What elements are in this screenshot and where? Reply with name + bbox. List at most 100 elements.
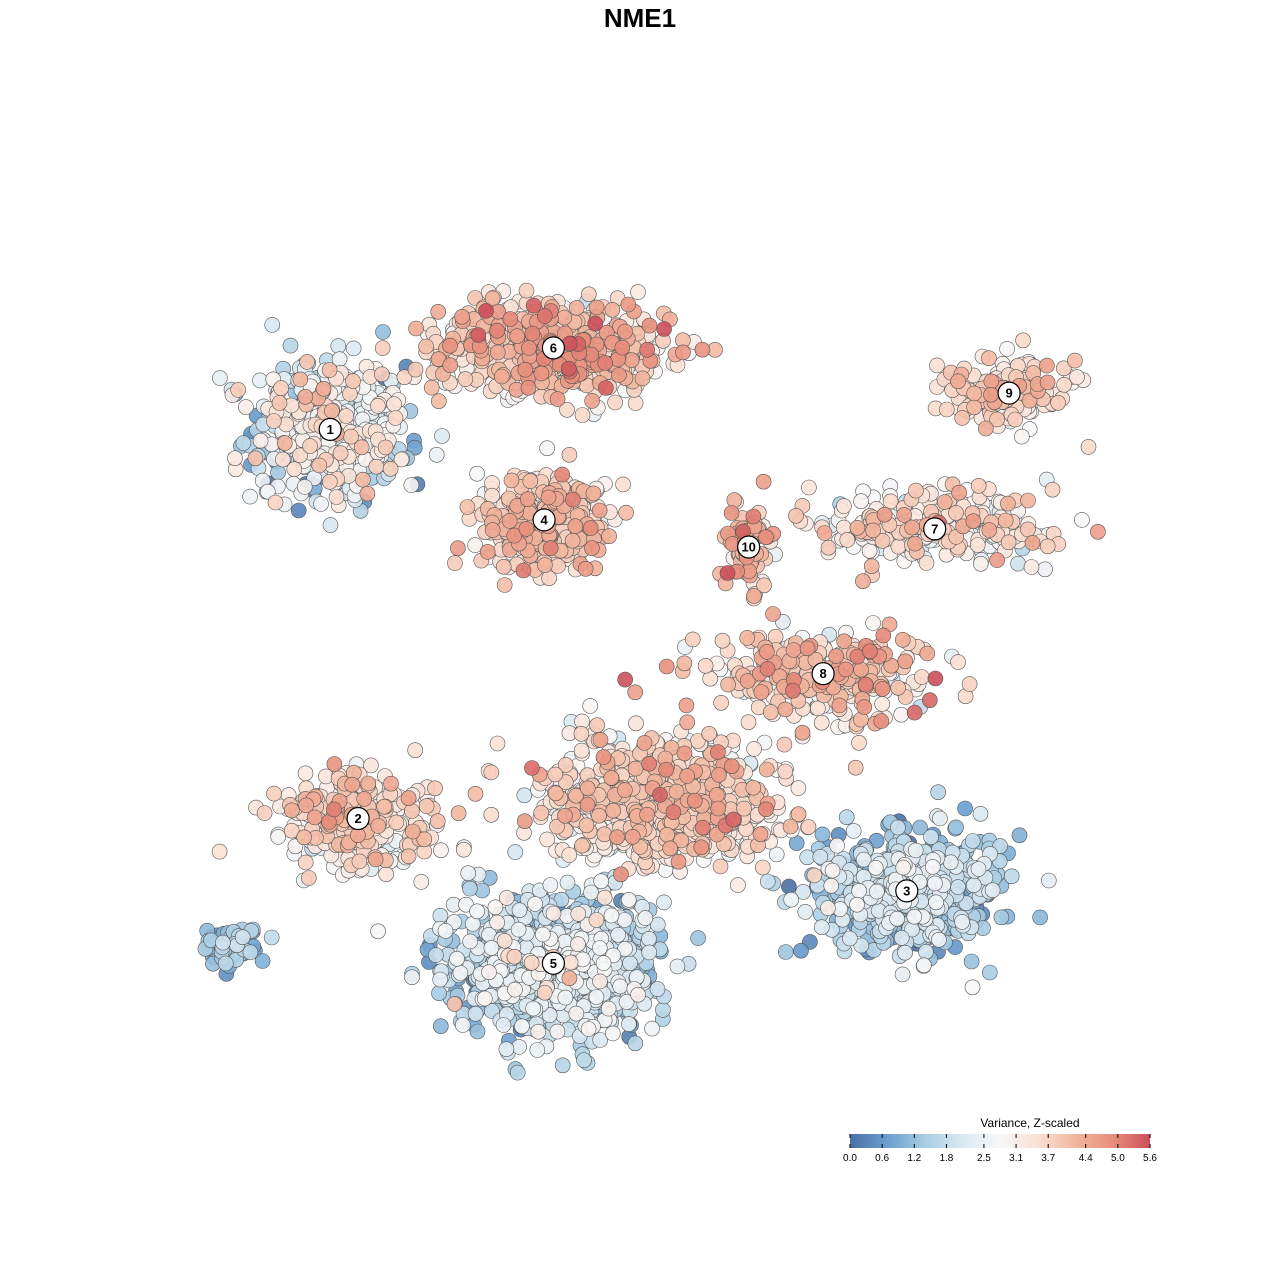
data-point <box>853 661 869 678</box>
data-point <box>890 819 906 836</box>
data-point <box>710 800 727 817</box>
data-point <box>519 491 536 508</box>
data-point <box>800 819 817 835</box>
data-point <box>386 396 402 413</box>
data-point <box>1020 492 1036 509</box>
data-point <box>568 300 585 316</box>
data-point <box>890 538 907 555</box>
data-point <box>863 558 880 575</box>
data-point <box>820 900 836 916</box>
data-point <box>367 851 384 868</box>
data-point <box>1010 555 1026 572</box>
data-point <box>620 891 637 908</box>
data-point <box>516 787 533 804</box>
data-point <box>375 324 391 340</box>
data-point <box>323 403 340 419</box>
data-point <box>353 439 370 456</box>
data-point <box>897 944 913 961</box>
data-point <box>370 923 386 940</box>
data-point <box>889 910 905 927</box>
data-point <box>820 539 837 556</box>
data-point <box>615 476 631 493</box>
data-point <box>489 914 506 931</box>
data-point <box>493 368 510 385</box>
data-point <box>740 714 757 731</box>
data-point <box>218 955 234 972</box>
data-point <box>908 482 924 499</box>
data-point <box>930 784 947 801</box>
data-point <box>433 842 449 859</box>
data-point <box>669 958 686 975</box>
data-point <box>355 471 371 488</box>
data-point <box>404 823 421 840</box>
data-point <box>588 912 605 928</box>
data-point <box>266 785 282 802</box>
data-point <box>495 558 512 575</box>
data-point <box>972 805 989 822</box>
data-point <box>1080 439 1097 455</box>
data-point <box>948 819 964 836</box>
data-point <box>496 577 513 593</box>
data-point <box>591 502 608 519</box>
data-point <box>378 866 394 883</box>
data-point <box>936 494 953 510</box>
data-point <box>853 937 870 954</box>
data-point <box>896 507 912 523</box>
data-point <box>981 522 998 538</box>
data-point <box>617 323 633 340</box>
data-point <box>656 894 672 911</box>
data-point <box>989 552 1005 568</box>
data-point <box>753 684 770 700</box>
data-point <box>929 357 945 374</box>
data-point <box>972 555 989 572</box>
data-point <box>427 780 443 797</box>
data-point <box>498 1041 515 1057</box>
data-point <box>457 371 474 387</box>
data-point <box>627 1035 644 1052</box>
data-point <box>573 725 590 742</box>
data-point <box>407 742 424 759</box>
data-point <box>483 764 500 781</box>
data-point <box>591 807 607 824</box>
data-point <box>726 492 743 508</box>
data-point <box>541 1007 558 1023</box>
data-point <box>799 640 816 657</box>
data-point <box>928 894 944 911</box>
data-point <box>554 1057 571 1074</box>
data-point <box>376 798 392 815</box>
data-point <box>697 657 714 674</box>
data-point <box>418 798 435 814</box>
data-point <box>907 842 924 859</box>
data-point <box>429 813 446 830</box>
data-point <box>993 909 1010 926</box>
data-point <box>630 284 646 300</box>
data-point <box>617 782 633 798</box>
data-point <box>591 940 608 956</box>
data-point <box>644 1020 660 1037</box>
data-point <box>537 557 553 573</box>
data-point <box>413 874 430 890</box>
data-point <box>969 537 986 553</box>
data-point <box>639 806 655 823</box>
data-point <box>290 502 307 519</box>
data-point <box>912 819 928 836</box>
data-point <box>676 745 693 762</box>
data-point <box>799 849 816 866</box>
data-point <box>765 606 781 622</box>
data-point <box>282 337 299 354</box>
data-point <box>561 970 578 987</box>
data-point <box>823 877 840 894</box>
data-point <box>393 451 410 468</box>
data-point <box>622 955 638 972</box>
data-point <box>400 848 417 865</box>
data-point <box>794 724 811 741</box>
data-point <box>449 950 465 967</box>
data-point <box>966 385 983 402</box>
data-point <box>447 555 463 571</box>
data-point <box>300 870 317 886</box>
data-point <box>388 814 405 831</box>
data-point <box>542 877 559 893</box>
data-point <box>1090 523 1106 540</box>
data-point <box>227 450 243 467</box>
data-point <box>369 398 386 414</box>
